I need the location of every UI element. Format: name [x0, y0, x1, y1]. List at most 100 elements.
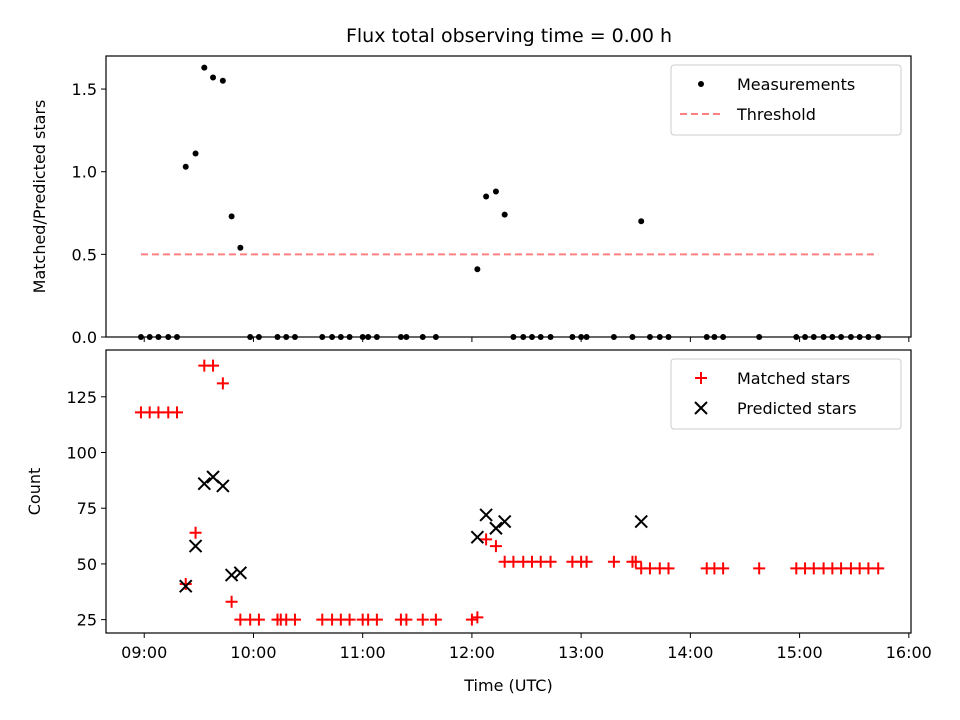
- count-xtick-label: 12:00: [449, 643, 495, 662]
- matched-star-point: [343, 613, 356, 626]
- measurement-point: [610, 334, 617, 340]
- predicted-star-point: [479, 508, 493, 522]
- matched-star-point: [465, 613, 478, 626]
- matched-star-point: [370, 613, 383, 626]
- measurement-point: [373, 334, 380, 340]
- count-xtick-label: 13:00: [558, 643, 604, 662]
- matched-star-point: [753, 562, 766, 575]
- measurement-point: [492, 188, 499, 195]
- legend-x-marker: [694, 401, 708, 415]
- measurement-point: [365, 334, 372, 340]
- measurement-point: [346, 334, 353, 340]
- matched-star-point: [170, 406, 183, 419]
- legend-dot-marker: [698, 81, 704, 87]
- predicted-star-point: [489, 521, 503, 535]
- count-ytick-label: 25: [77, 611, 97, 630]
- count-xtick-label: 11:00: [340, 643, 386, 662]
- ratio-series-dot: [137, 64, 882, 340]
- measurement-point: [146, 334, 153, 340]
- measurement-point: [210, 74, 217, 81]
- count-xtick-label: 14:00: [667, 643, 713, 662]
- measurement-point: [720, 334, 727, 340]
- matched-star-point: [544, 555, 557, 568]
- ratio-legend: Measurements Threshold: [670, 64, 902, 136]
- measurement-point: [547, 334, 554, 340]
- count-xtick-label: 09:00: [121, 643, 167, 662]
- predicted-star-point: [497, 514, 512, 529]
- measurement-point: [483, 193, 490, 200]
- ratio-ytick-label: 0.0: [72, 328, 97, 347]
- measurement-point: [329, 334, 336, 340]
- count-legend-box: [670, 358, 902, 430]
- ratio-plot-area: [137, 64, 882, 340]
- measurement-point: [501, 211, 508, 218]
- matched-star-point: [580, 555, 593, 568]
- matched-star-point: [252, 613, 265, 626]
- measurement-point: [319, 334, 326, 340]
- predicted-star-point: [233, 566, 248, 580]
- legend-plus-marker: [695, 372, 707, 384]
- predicted-star-point: [179, 579, 193, 593]
- measurement-point: [192, 150, 199, 157]
- matched-star-point: [717, 562, 730, 575]
- measurement-point: [219, 77, 226, 84]
- predicted-star-point: [197, 476, 212, 491]
- measurement-point: [173, 334, 180, 340]
- count-xtick-label: 10:00: [230, 643, 276, 662]
- count-series-x: [179, 470, 648, 593]
- measurement-point: [838, 334, 845, 340]
- matched-star-point: [179, 577, 192, 590]
- measurement-point: [403, 334, 410, 340]
- measurement-point: [228, 213, 235, 220]
- measurement-point: [629, 334, 636, 340]
- matched-star-point: [607, 555, 620, 568]
- count-legend: Matched stars Predicted stars: [670, 358, 902, 430]
- measurement-point: [359, 334, 366, 340]
- measurement-point: [578, 334, 585, 340]
- count-plot-area: [134, 359, 885, 626]
- ratio-ytick-label: 0.5: [72, 245, 97, 264]
- predicted-star-point: [224, 568, 239, 582]
- measurement-point: [569, 334, 576, 340]
- measurement-point: [656, 334, 663, 340]
- count-panel: 25 50 75 100 125 09:00 10:00 11:00 12:00 13:00 14:…: [25, 349, 932, 695]
- matched-star-point: [471, 611, 484, 624]
- measurement-point: [646, 334, 653, 340]
- matched-star-point: [662, 562, 675, 575]
- ratio-plot-frame: [105, 55, 912, 338]
- measurement-point: [711, 334, 718, 340]
- measurement-point: [829, 334, 836, 340]
- matched-star-point: [629, 555, 642, 568]
- chart-title: Flux total observing time = 0.00 h: [346, 25, 672, 47]
- measurement-point: [520, 334, 527, 340]
- matched-star-point: [288, 613, 301, 626]
- measurement-point: [856, 334, 863, 340]
- measurement-point: [537, 334, 544, 340]
- measurement-point: [703, 334, 710, 340]
- legend-label: Measurements: [737, 75, 855, 94]
- count-plot-frame: [105, 349, 912, 634]
- measurement-point: [291, 334, 298, 340]
- count-series-plus: [134, 359, 885, 626]
- measurement-point: [201, 64, 208, 71]
- measurement-point: [810, 334, 817, 340]
- count-xtick-label: 15:00: [777, 643, 823, 662]
- measurement-point: [165, 334, 172, 340]
- legend-label: Matched stars: [737, 369, 850, 388]
- measurement-point: [155, 334, 162, 340]
- ratio-ylabel: Matched/Predicted stars: [30, 100, 49, 294]
- matched-star-point: [207, 359, 220, 372]
- measurement-point: [247, 334, 254, 340]
- measurement-point: [255, 334, 262, 340]
- count-ytick-label: 125: [66, 388, 97, 407]
- predicted-star-point: [634, 514, 648, 529]
- measurement-point: [528, 334, 535, 340]
- ratio-panel: 0.0 0.5 1.0 1.5 Matched/Predicted stars Measu…: [30, 55, 912, 347]
- legend-label: Predicted stars: [737, 399, 857, 418]
- count-ylabel: Count: [25, 468, 44, 516]
- count-ytick-label: 75: [77, 499, 97, 518]
- measurement-point: [283, 334, 290, 340]
- measurement-point: [756, 334, 763, 340]
- ratio-ytick-label: 1.5: [72, 80, 97, 99]
- matched-star-point: [872, 562, 885, 575]
